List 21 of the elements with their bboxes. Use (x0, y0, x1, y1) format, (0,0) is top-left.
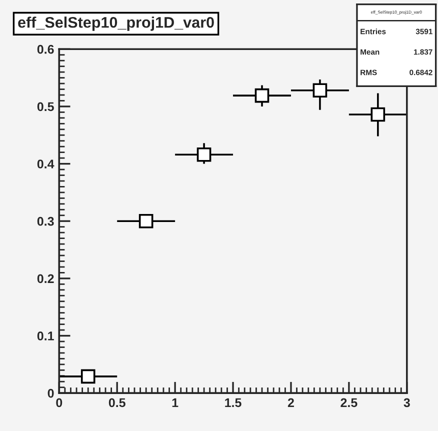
y-tick-label: 0.4 (37, 160, 54, 168)
y-tick-label: 0 (48, 388, 54, 398)
y-tick-label: 0.5 (37, 102, 54, 112)
x-tick-label: 2 (288, 398, 294, 407)
x-tick-label: 1 (172, 398, 178, 407)
point (370, 107, 386, 122)
point (254, 88, 270, 103)
y-tick-label: 0.2 (37, 274, 54, 284)
y-tick-label: 0.1 (37, 332, 54, 340)
x-tick-label: 0 (56, 398, 62, 408)
chart-title: eff_SelStep10_proj1D_var0 (18, 16, 214, 31)
y-tick-label: 0.6 (37, 44, 54, 54)
point (312, 83, 328, 98)
x-tick-label: 1.5 (225, 398, 242, 408)
x-tick-label: 2.5 (340, 398, 358, 408)
x-tick-label: 3 (404, 398, 410, 408)
point (138, 214, 154, 228)
point (80, 369, 96, 384)
y-tick-label: 0.3 (37, 216, 54, 226)
point (196, 147, 212, 162)
x-tick-label: 0.5 (108, 398, 126, 408)
